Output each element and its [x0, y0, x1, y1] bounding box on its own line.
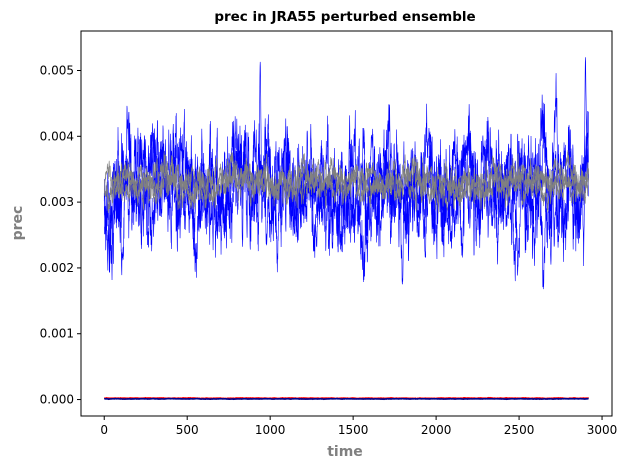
plot-frame: [80, 30, 613, 417]
y-tick-label: 0.002: [40, 261, 74, 275]
series-line-blue-2: [103, 104, 589, 281]
y-tick-label: 0.003: [40, 195, 74, 209]
y-axis-label: prec: [10, 206, 26, 241]
x-tick-label: 3000: [587, 423, 618, 437]
series-line-gray-5: [103, 150, 589, 213]
y-tick-label: 0.000: [40, 393, 74, 407]
chart-title: prec in JRA55 perturbed ensemble: [214, 9, 475, 25]
x-tick-label: 0: [100, 423, 108, 437]
series-lines: [103, 57, 589, 401]
y-axis-ticks: 0.000 0.001 0.002 0.003 0.004 0.005: [40, 63, 81, 407]
x-axis-label: time: [327, 444, 363, 460]
y-tick-label: 0.004: [40, 129, 74, 143]
series-line-navy-7: [104, 397, 589, 401]
x-tick-label: 2000: [421, 423, 452, 437]
x-tick-label: 500: [176, 423, 199, 437]
x-axis-ticks: 0 500 1000 1500 2000 2500 3000: [100, 416, 617, 437]
x-tick-label: 1500: [338, 423, 369, 437]
y-tick-label: 0.001: [40, 327, 74, 341]
x-tick-label: 1000: [255, 423, 286, 437]
x-tick-label: 2500: [504, 423, 535, 437]
y-tick-label: 0.005: [40, 63, 74, 77]
